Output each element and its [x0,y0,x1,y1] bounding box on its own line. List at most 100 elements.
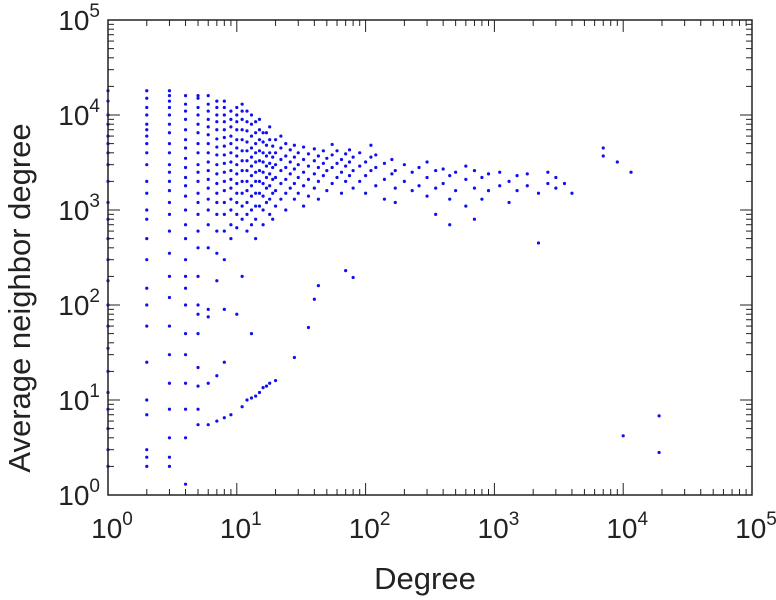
data-point [215,137,219,141]
data-point [410,170,414,174]
data-point [245,140,249,144]
data-point [347,174,352,178]
data-point [229,160,233,164]
y-tick-label: 103 [58,191,100,226]
data-point [183,102,188,106]
data-point [301,204,306,208]
data-point [498,170,502,174]
data-point [330,142,334,147]
data-point [273,379,278,383]
data-point [434,168,438,173]
data-point [536,241,541,245]
data-point [486,172,491,176]
data-point [229,177,233,181]
data-point [390,157,394,162]
data-point [183,274,188,278]
data-point [145,128,149,132]
data-point [240,159,244,163]
data-point [222,212,226,216]
data-point [235,181,239,186]
data-point [196,96,200,100]
data-point [525,184,529,188]
data-point [271,177,275,181]
data-point [249,194,254,198]
data-point [296,175,300,180]
data-point [249,184,254,188]
data-point [279,157,283,162]
data-point [215,279,219,283]
data-point [448,174,452,178]
data-point [215,181,219,186]
data-point [330,153,334,157]
data-point [235,120,239,124]
y-tick-label: 101 [58,381,100,416]
data-point [206,197,210,201]
data-point [498,184,502,188]
data-point [480,175,484,180]
data-point [288,160,292,164]
data-point [257,117,262,121]
data-point [245,229,249,233]
y-tick-label: 102 [58,286,100,321]
data-point [273,151,278,155]
data-point [215,99,219,103]
data-point [229,134,233,138]
data-point [507,179,511,183]
data-point [183,175,188,180]
data-point [206,160,210,164]
data-point [264,131,269,135]
data-point [351,155,355,159]
data-point [229,142,233,146]
data-point [206,186,210,190]
data-point [279,181,283,186]
data-point [374,184,378,188]
data-point [325,156,329,160]
data-point [546,170,550,174]
data-point [257,159,262,163]
data-point [358,179,362,183]
data-point [235,191,239,195]
data-point [347,160,352,164]
data-point [222,229,226,233]
data-point [335,149,339,153]
data-point [615,160,619,164]
data-point [525,172,529,176]
data-point [167,151,172,155]
data-point [206,208,210,212]
data-point [254,237,258,241]
data-point [145,464,149,468]
data-point [167,105,172,110]
data-point [240,149,244,153]
data-point [206,125,210,129]
data-point [454,189,458,193]
y-tick-label: 105 [58,1,100,36]
data-point [206,151,210,155]
data-point [472,168,477,173]
data-point [257,149,262,153]
data-point [215,105,219,110]
data-point [206,102,210,106]
data-point [434,186,438,190]
data-point [284,154,288,158]
data-point [296,163,300,167]
data-point [235,200,239,205]
data-point [145,105,149,110]
data-point [229,125,233,129]
data-point [145,151,149,155]
data-point [235,146,239,150]
data-point [167,251,172,255]
data-point [562,181,567,186]
data-point [183,128,188,132]
data-point [235,163,239,167]
data-point [235,138,239,142]
data-point [215,419,219,423]
data-point [402,179,406,183]
data-point [222,135,226,140]
data-point [167,464,172,468]
data-point [264,175,269,180]
data-point [316,165,320,170]
data-point [183,208,188,212]
data-point [358,151,362,155]
data-point [254,142,258,146]
data-point [312,186,316,190]
